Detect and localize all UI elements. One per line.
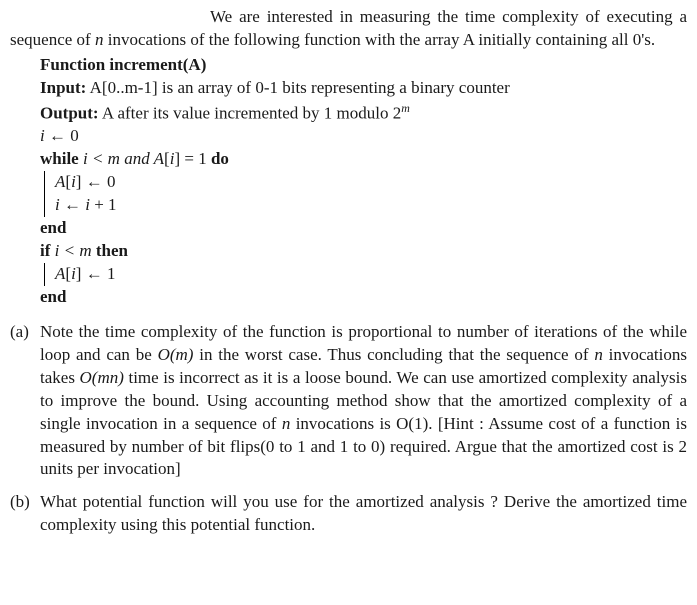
fn-end2: end — [40, 286, 687, 309]
fn-input: Input: A[0..m-1] is an array of 0-1 bits… — [40, 77, 687, 100]
a-Om: O(m) — [158, 345, 194, 364]
while-kw: while — [40, 149, 83, 168]
fn-l1: i ← 0 — [40, 125, 687, 148]
parts-list: (a) Note the time complexity of the func… — [10, 321, 687, 537]
while-body: A[i] ← 0 i ← i + 1 — [44, 171, 687, 217]
then-kw: then — [96, 241, 128, 260]
fn-l3: A[i] ← 0 — [55, 171, 687, 194]
l6-A: A — [55, 264, 65, 283]
fn-l4: i ← i + 1 — [55, 194, 687, 217]
l6-d: ] ← 1 — [76, 264, 116, 283]
part-b-body: What potential function will you use for… — [40, 491, 687, 537]
part-a-label: (a) — [10, 321, 40, 482]
part-a-body: Note the time complexity of the function… — [40, 321, 687, 482]
l3-d: ] ← 0 — [76, 172, 116, 191]
fn-header: Function increment(A) — [40, 54, 687, 77]
a-t2: in the worst case. Thus concluding that … — [193, 345, 594, 364]
fn-output: Output: A after its value incremented by… — [40, 100, 687, 126]
if-kw: if — [40, 241, 55, 260]
l4-b: ← — [60, 195, 86, 214]
input-text: A[0..m-1] is an array of 0-1 bits repres… — [86, 78, 509, 97]
fn-while: while i < m and A[i] = 1 do — [40, 148, 687, 171]
a-n1: n — [594, 345, 603, 364]
l3-A: A — [55, 172, 65, 191]
part-a: (a) Note the time complexity of the func… — [10, 321, 687, 482]
function-block: Function increment(A) Input: A[0..m-1] i… — [40, 54, 687, 309]
part-b: (b) What potential function will you use… — [10, 491, 687, 537]
intro-line1: We are interested in measuring the time … — [210, 7, 600, 26]
fn-end1: end — [40, 217, 687, 240]
if-body: A[i] ← 1 — [44, 263, 687, 286]
part-b-label: (b) — [10, 491, 40, 537]
fn-l6: A[i] ← 1 — [55, 263, 687, 286]
if-cond: i < m — [55, 241, 96, 260]
output-label: Output: — [40, 103, 99, 122]
while-cond-d: ] = 1 — [174, 149, 211, 168]
intro-paragraph: We are interested in measuring the time … — [10, 6, 687, 52]
output-text: A after its value incremented by 1 modul… — [99, 103, 402, 122]
input-label: Input: — [40, 78, 86, 97]
do-kw: do — [211, 149, 229, 168]
a-Omn: O(mn) — [80, 368, 124, 387]
fn-if: if i < m then — [40, 240, 687, 263]
intro-line2b: invocations of the following function wi… — [103, 30, 655, 49]
l1-rest: ← 0 — [45, 126, 79, 145]
l4-d: + 1 — [90, 195, 117, 214]
while-cond-a: i < m and A — [83, 149, 164, 168]
output-exp: m — [401, 101, 410, 115]
